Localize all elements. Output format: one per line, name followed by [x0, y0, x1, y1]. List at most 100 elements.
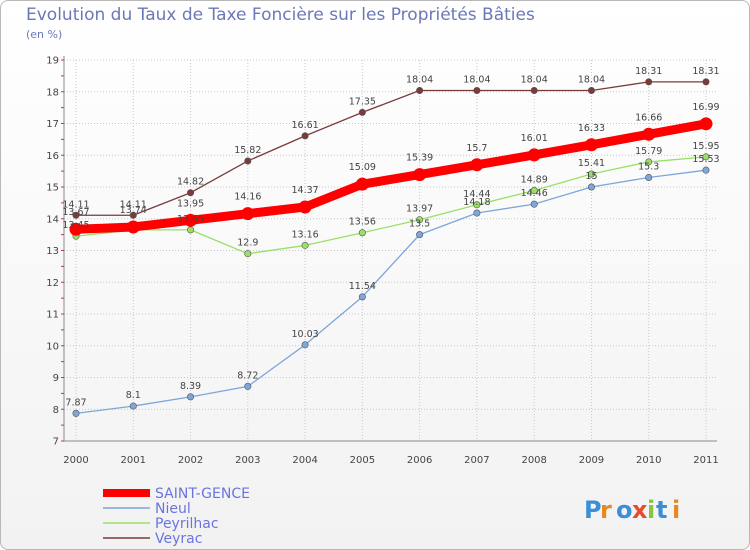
legend-label: Veyrac: [155, 531, 202, 547]
y-tick-label: 11: [46, 310, 59, 321]
data-label: 15.82: [234, 145, 261, 156]
data-point: [527, 148, 541, 162]
data-point: [244, 382, 252, 390]
data-label: 15.95: [692, 141, 719, 152]
data-point: [587, 170, 595, 178]
data-label: 14.16: [234, 192, 261, 203]
data-label: 13.95: [177, 198, 204, 209]
data-label: 16.01: [521, 133, 548, 144]
data-label: 12.9: [237, 238, 258, 249]
data-labels: 13.67 13.74 13.95 14.16 14.37 15.09 15.39 15.7 1…: [62, 66, 719, 408]
data-label: 15.79: [635, 146, 662, 157]
legend-label: Nieul: [155, 501, 191, 517]
data-point: [470, 158, 484, 172]
chart-subtitle: (en %): [26, 28, 63, 41]
data-label: 13.5: [409, 219, 430, 230]
data-label: 14.89: [521, 174, 548, 185]
series-layer: 13.67 13.74 13.95 14.16 14.37 15.09 15.39 15.7 1…: [62, 66, 720, 417]
y-tick-label: 19: [46, 56, 59, 67]
y-tick-label: 17: [46, 119, 59, 130]
data-point: [244, 157, 252, 165]
data-label: 13.45: [62, 220, 89, 231]
logo-letter: i: [672, 496, 680, 524]
data-label: 15.39: [406, 153, 433, 164]
series-line: [75, 81, 707, 216]
y-tick-label: 14: [46, 214, 59, 225]
x-tick-label: 2011: [693, 455, 718, 466]
data-label: 14.11: [120, 199, 147, 210]
data-label: 18.04: [463, 74, 490, 85]
y-tick-label: 7: [53, 437, 59, 448]
data-label: 8.39: [180, 381, 201, 392]
series-line: [71, 119, 711, 234]
x-tick-label: 2009: [579, 455, 604, 466]
legend-label: Peyrilhac: [155, 516, 219, 532]
y-tick-label: 18: [46, 87, 59, 98]
data-label: 15: [585, 171, 597, 182]
proxiti-logo: Pr o x i t i: [584, 496, 680, 524]
data-point: [358, 229, 366, 237]
data-label: 13.56: [349, 217, 376, 228]
data-label: 15.7: [466, 143, 487, 154]
logo-letter: i: [647, 496, 655, 524]
data-point: [129, 402, 137, 410]
x-tick-label: 2006: [407, 455, 432, 466]
data-point: [473, 209, 481, 217]
series-veyrac: [72, 78, 710, 219]
grid-lines: [64, 59, 717, 442]
data-point: [301, 241, 309, 249]
data-label: 14.46: [521, 188, 548, 199]
data-point: [530, 200, 538, 208]
x-tick-label: 2002: [178, 455, 203, 466]
data-point: [702, 153, 710, 161]
data-label: 14.11: [62, 199, 89, 210]
data-point: [530, 186, 538, 194]
data-label: 18.04: [578, 74, 605, 85]
x-tick-label: 2007: [464, 455, 489, 466]
data-label: 13.74: [120, 205, 147, 216]
data-label: 18.31: [692, 66, 719, 77]
data-point: [69, 222, 83, 236]
data-point: [587, 86, 595, 94]
y-tick-label: 12: [46, 278, 59, 289]
x-tick-label: 2001: [121, 455, 146, 466]
data-point: [301, 132, 309, 140]
data-label: 10.03: [291, 329, 318, 340]
x-tick-label: 2005: [350, 455, 375, 466]
data-point: [72, 409, 80, 417]
data-point: [244, 250, 252, 258]
data-point: [473, 86, 481, 94]
data-point: [358, 293, 366, 301]
data-label: 18.04: [521, 74, 548, 85]
y-tick-label: 9: [53, 373, 59, 384]
data-label: 13.16: [291, 229, 318, 240]
x-tick-label: 2010: [636, 455, 661, 466]
data-label: 8.72: [237, 370, 258, 381]
data-point: [129, 211, 137, 219]
data-label: 15.3: [638, 161, 659, 172]
data-label: 14.18: [463, 197, 490, 208]
axes: 7 8 9 10 11 12 13 14 15 16 17 18 19 2000 2001 2002 2003 2…: [46, 56, 718, 467]
logo-letter: r: [600, 496, 612, 524]
data-label: 14.37: [291, 185, 318, 196]
data-label: 17.35: [349, 96, 376, 107]
data-point: [416, 216, 424, 224]
data-point: [642, 127, 656, 141]
data-point: [187, 393, 195, 401]
data-point: [301, 341, 309, 349]
logo-letter: t: [656, 496, 667, 524]
data-point: [126, 220, 140, 234]
data-point: [645, 158, 653, 166]
data-label: 13.65: [177, 214, 204, 225]
data-point: [187, 189, 195, 197]
series-saint-gence: [69, 117, 713, 236]
data-label: 8.1: [126, 390, 141, 401]
data-point: [702, 166, 710, 174]
data-point: [702, 78, 710, 86]
series-peyrilhac: [72, 153, 710, 258]
data-label: 16.66: [635, 112, 662, 123]
data-point: [645, 78, 653, 86]
data-label: 18.04: [406, 74, 433, 85]
data-label: 18.31: [635, 66, 662, 77]
